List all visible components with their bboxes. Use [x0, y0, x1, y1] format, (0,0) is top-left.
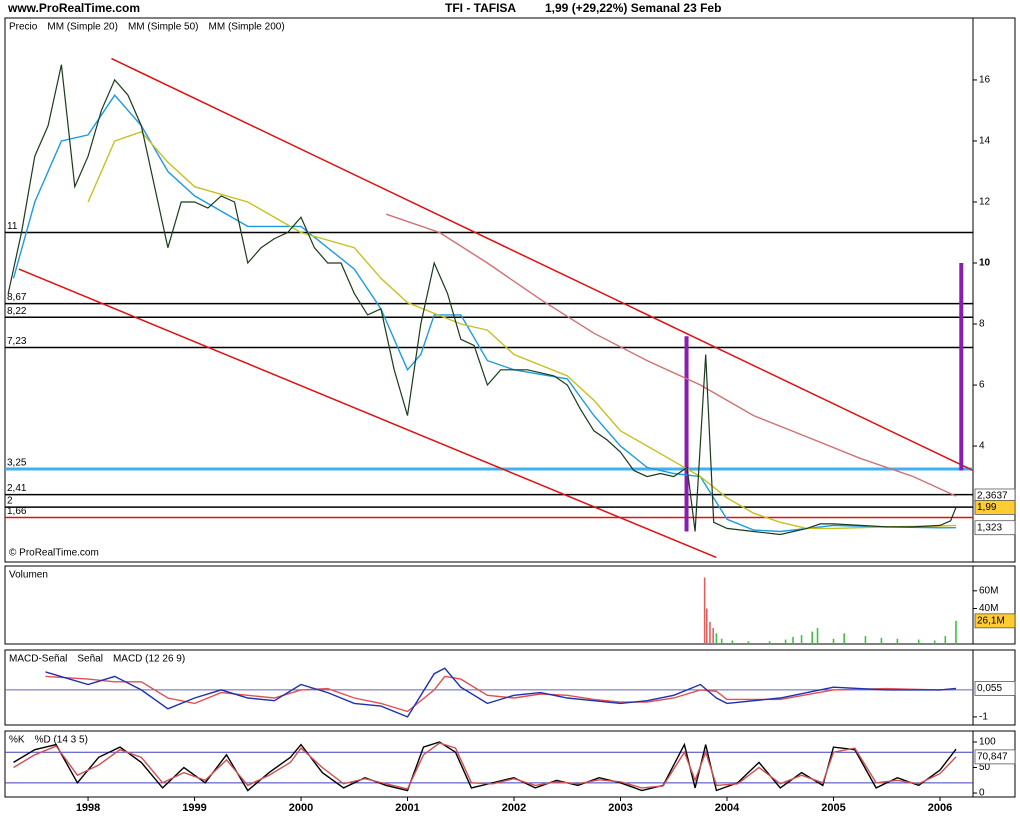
price-tag-label: 0,055	[977, 683, 1002, 694]
x-tick-label: 2000	[289, 802, 313, 814]
axis-frame	[972, 17, 1016, 563]
price-tag-label: 26,1M	[977, 616, 1005, 627]
source: www.ProRealTime.com	[7, 1, 140, 15]
copyright: © ProRealTime.com	[9, 548, 99, 559]
volume-bar	[720, 638, 723, 644]
series-line	[87, 130, 957, 530]
price-tag	[974, 520, 1016, 536]
volume-bar	[715, 633, 718, 644]
y-tick-label: 16	[979, 75, 991, 86]
y-tick-label: 6	[979, 380, 985, 391]
volume-bar	[747, 641, 750, 644]
level-label: 11	[7, 221, 18, 232]
level-label: 2	[7, 496, 13, 507]
y-tick-label: 40M	[979, 603, 998, 614]
level-label: 2,41	[7, 483, 27, 494]
panel-label: MACD-Señal	[9, 654, 67, 665]
legend-entry: MM (Simple 200)	[209, 22, 285, 33]
price-tag	[974, 681, 1016, 696]
series-line	[7, 64, 957, 536]
series-line	[12, 94, 957, 533]
volume-bar	[816, 628, 819, 644]
legend-entry: MM (Simple 20)	[47, 22, 118, 33]
legend-entry: MACD (12 26 9)	[113, 654, 185, 665]
volume-bar	[731, 640, 734, 644]
series-line	[13, 741, 957, 792]
x-tick-label: 1998	[76, 802, 100, 814]
price-tag-label: 2,3637	[977, 491, 1008, 502]
x-tick-label: 2002	[502, 802, 526, 814]
trend-line	[18, 268, 717, 559]
level-label: 7,23	[7, 336, 27, 347]
y-tick-label: 0	[979, 788, 985, 799]
panel-label: Volumen	[9, 570, 48, 581]
price-tag-label: 1,323	[977, 522, 1002, 533]
x-tick-label: 2003	[608, 802, 632, 814]
y-tick-label: 14	[979, 136, 991, 147]
volume-bar	[784, 639, 787, 644]
chart-subtitle: 1,99 (+29,22%) Semanal 23 Feb	[545, 1, 721, 15]
level-label: 8,67	[7, 292, 27, 303]
series-line	[13, 742, 957, 790]
price-tag-label: 70,847	[977, 752, 1008, 763]
level-label: 1,66	[7, 506, 27, 517]
y-tick-label: 100	[979, 737, 996, 748]
series-line	[385, 213, 957, 497]
chart-title: TFI - TAFISA	[445, 1, 516, 15]
volume-bar	[712, 628, 714, 644]
series-line	[45, 667, 957, 718]
level-label: 8,22	[7, 306, 27, 317]
level-label: 3,25	[7, 458, 27, 469]
volume-bar	[832, 638, 835, 644]
x-tick-label: 2001	[395, 802, 419, 814]
axis-frame	[972, 565, 1016, 645]
price-tag	[974, 613, 1016, 629]
volume-bar	[811, 631, 813, 644]
volume-bar	[792, 636, 794, 644]
trend-line	[111, 57, 974, 472]
volume-bar	[955, 620, 957, 644]
volume-bar	[864, 636, 867, 644]
y-tick-label: 60M	[979, 585, 998, 596]
y-tick-label: 12	[979, 197, 991, 208]
price-tag	[974, 749, 1016, 765]
volume-bar	[880, 637, 883, 644]
volume-bar	[944, 636, 947, 644]
y-tick-label: 8	[979, 319, 985, 330]
volume-bar	[709, 621, 711, 644]
y-tick-label: -1	[979, 712, 988, 723]
volume-bar	[843, 633, 845, 644]
volume-bar	[933, 640, 936, 644]
legend-entry: %K	[9, 735, 25, 746]
volume-bar	[703, 577, 706, 644]
x-tick-label: 2004	[715, 802, 740, 814]
price-tag	[974, 500, 1016, 515]
x-tick-label: 1999	[182, 802, 206, 814]
volume-bar	[705, 608, 708, 644]
volume-bar	[768, 641, 771, 644]
x-tick-label: 2005	[821, 802, 845, 814]
legend-entry: Señal	[77, 654, 103, 665]
series-line	[45, 675, 957, 713]
price-tag-label: 1,99	[977, 502, 997, 513]
volume-bar	[917, 639, 920, 644]
panel-label: Precio	[9, 22, 38, 33]
volume-bar	[896, 638, 899, 644]
volume-bar	[800, 635, 803, 644]
x-tick-label: 2006	[928, 802, 952, 814]
legend-entry: %D (14 3 5)	[35, 735, 88, 746]
y-tick-label: 50	[979, 762, 991, 773]
legend-entry: MM (Simple 50)	[128, 22, 199, 33]
y-tick-label: 4	[979, 441, 985, 452]
y-tick-label: 10	[979, 258, 991, 269]
